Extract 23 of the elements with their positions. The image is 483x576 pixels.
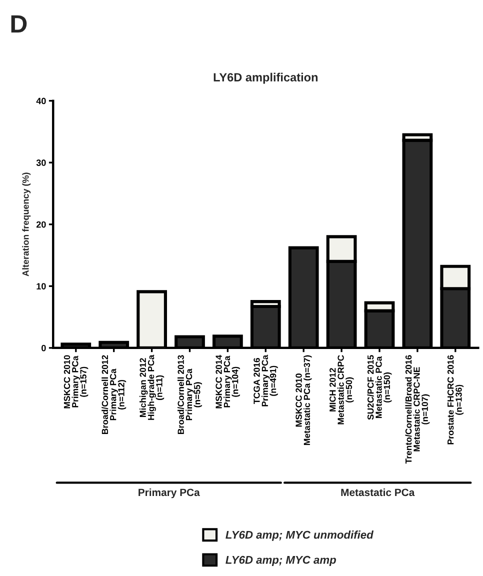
x-tick-label: MSKCC 2014 Primary PCa (n=104) [216, 354, 240, 408]
x-tick-label: TCGA 2016 Primary PCa (n=491) [254, 354, 278, 406]
x-tick-label: Michigan 2012 High-grade PCa (n=11) [140, 354, 164, 420]
text: Metastatic PCa [341, 488, 415, 496]
legend-label: LY6D amp; MYC amp [226, 556, 336, 566]
y-tick-label: 20 [36, 221, 46, 228]
y-tick-label: 40 [36, 98, 46, 104]
text: D [11, 15, 27, 33]
y-tick-label: 0 [42, 344, 46, 352]
y-tick-label: 30 [36, 160, 46, 166]
x-tick-label: Broad/Cornell 2013 Primary PCa (n=55) [178, 355, 202, 434]
legend-label: LY6D amp; MYC unmodified [226, 530, 374, 541]
x-tick-label: Broad/Cornell 2012 Primary PCa (n=112) [102, 355, 126, 434]
x-tick-label: MICH 2012 Metastatic CRPC (n=50) [330, 355, 354, 424]
x-tick-label: Prostate FHCRC 2016 (n=136) [447, 355, 464, 444]
y-axis-title: Alteration frequency (%) [22, 172, 31, 276]
x-tick-label: Trento/Cornell/Broad 2016 Metastatic CRPC-NE (n=107) [405, 355, 430, 464]
x-tick-label: MSKCC 2010 Primary PCa (n=157) [64, 355, 88, 408]
y-tick-label: 10 [36, 283, 46, 290]
x-tick-label: MSKCC 2010 Metastatic PCa (n=37) [296, 355, 312, 445]
x-tick-label: SU2C/PCF 2015 Metastatic PCa (n=150) [367, 355, 392, 420]
chart-title: LY6D amplification [214, 72, 318, 84]
text: Primary PCa [138, 488, 200, 498]
